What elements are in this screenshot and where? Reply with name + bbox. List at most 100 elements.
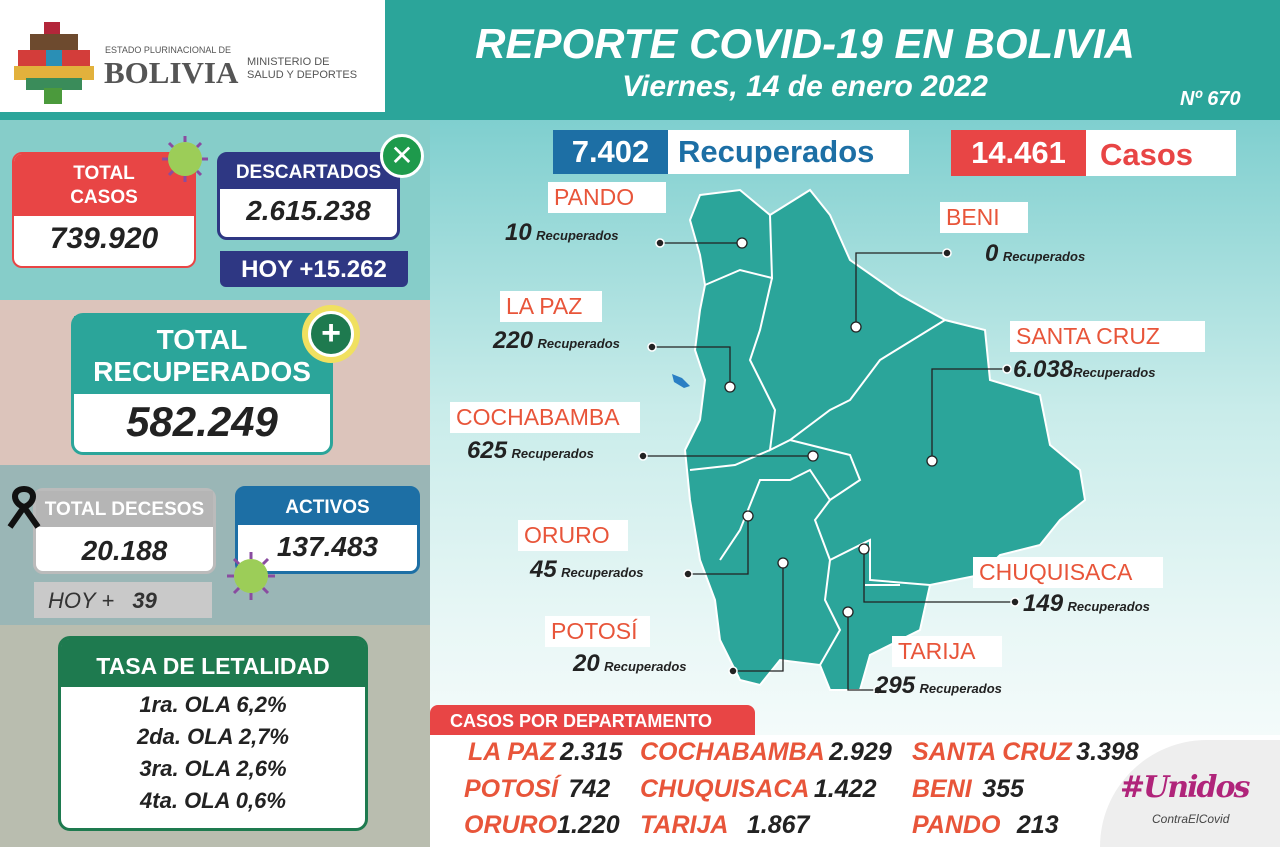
casos-dept-name: ORURO [464,811,558,839]
total-casos-label2: CASOS [70,187,138,208]
value-pando: 10 [505,219,532,246]
casos-departamento-title: CASOS POR DEPARTAMENTO [430,705,755,735]
decesos-hoy: HOY + 39 [34,582,212,618]
dot [683,569,693,579]
contra-el-covid-text: ContraElCovid [1152,812,1230,826]
letalidad-row: 4ta. OLA 0,6% [140,788,286,813]
suffix: Recuperados [604,659,687,674]
casos-dept-name: TARIJA [640,811,729,839]
dot [638,451,648,461]
casos-dept-value: 355 [982,775,1024,803]
value-potosi: 20 [573,650,600,677]
label-santa-cruz: SANTA CRUZ [1010,321,1205,352]
casos-dept-value: 742 [568,775,611,803]
x-circle-icon: ✕ [380,134,424,178]
lake-titicaca [672,374,690,388]
suffix: Recuperados [919,681,1002,696]
mourning-ribbon-icon [7,485,41,529]
decesos-hoy-label: HOY + [48,588,115,613]
value-tarija: 295 [875,672,916,699]
total-casos-value: 739.920 [49,222,159,255]
label-pando: PANDO [548,182,666,213]
decesos-hoy-value: 39 [132,588,157,613]
daily-casos-label: Casos [1100,137,1194,172]
value-la-paz: 220 [493,327,534,354]
report-date: Viernes, 14 de enero 2022 [622,70,988,103]
letalidad-row: 1ra. OLA 6,2% [139,692,287,717]
activos-card: ACTIVOS 137.483 [235,486,420,574]
suffix: Recuperados [561,565,644,580]
letalidad-card: TASA DE LETALIDAD 1ra. OLA 6,2% 2da. OLA… [58,636,368,831]
label-cochabamba: COCHABAMBA [450,402,640,433]
dot [1010,597,1020,607]
ministry-line1: MINISTERIO DE [247,56,330,68]
recuperados-value: 582.249 [126,398,278,445]
casos-dept-name: SANTA CRUZ [912,738,1072,766]
decesos-value: 20.188 [81,535,168,566]
casos-dept-value: 213 [1016,811,1059,839]
unidos-logo: #Unidos [1120,770,1250,805]
suffix: Recuperados [536,228,619,243]
label-beni: BENI [940,202,1028,233]
label-potosi: POTOSÍ [545,616,650,647]
logo-subtitle: ESTADO PLURINACIONAL DE [105,45,232,55]
descartados-card: DESCARTADOS 2.615.238 [217,152,400,240]
casos-dept-value: 2.315 [559,738,623,766]
descartados-label: DESCARTADOS [220,155,397,189]
casos-dept-name: BENI [912,775,972,803]
suffix: Recuperados [511,446,594,461]
casos-dept-name: POTOSÍ [464,775,559,803]
label-la-paz: LA PAZ [500,291,602,322]
casos-dept-name: PANDO [912,811,1001,839]
dot [942,248,952,258]
virus-icon [227,552,275,600]
recuperados-label2: RECUPERADOS [93,356,311,387]
value-chuquisaca: 149 [1023,590,1064,617]
decesos-card: TOTAL DECESOS 20.188 [33,488,216,574]
report-title: REPORTE COVID-19 EN BOLIVIA [475,20,1135,67]
decesos-label: TOTAL DECESOS [36,491,213,527]
suffix: Recuperados [1002,249,1086,264]
ministry-line2: SALUD Y DEPORTES [247,69,358,81]
virus-icon [162,136,208,182]
activos-label: ACTIVOS [238,489,417,525]
casos-dept-value: 2.929 [829,738,892,766]
letalidad-title: TASA DE LETALIDAD [61,639,365,687]
descartados-value: 2.615.238 [246,195,371,226]
dot [1002,364,1012,374]
logo-area: ESTADO PLURINACIONAL DE BOLIVIA MINISTER… [0,0,385,112]
plus-circle-icon: + [302,305,360,363]
suffix: Recuperados [537,336,620,351]
casos-dept-value: 1.220 [557,811,620,839]
value-oruro: 45 [530,556,557,583]
bolivia-emblem-icon [14,22,94,104]
letalidad-row: 3ra. OLA 2,6% [139,756,287,781]
dot [728,666,738,676]
dot [647,342,657,352]
total-casos-card: TOTAL CASOS 739.920 [12,152,196,268]
report-number: Nº 670 [1180,88,1241,110]
activos-value: 137.483 [276,531,379,562]
logo-title: BOLIVIA [104,55,239,90]
value-cochabamba: 625 [467,437,508,464]
descartados-hoy: HOY +15.262 [220,251,408,287]
daily-casos-badge: 14.461 Casos [951,130,1236,176]
casos-dept-name: COCHABAMBA [640,738,825,766]
value-beni: 0 [985,240,999,267]
daily-casos-value: 14.461 [951,130,1086,176]
daily-recuperados-label: Recuperados [678,134,875,169]
dot [873,685,883,695]
casos-dept-name: CHUQUISACA [640,775,810,803]
total-casos-label1: TOTAL [73,163,135,184]
recuperados-label1: TOTAL [156,324,248,355]
casos-dept-value: 1.867 [746,811,810,839]
letalidad-row: 2da. OLA 2,7% [136,724,289,749]
casos-dept-name: LA PAZ [468,738,556,766]
suffix: Recuperados [1067,599,1150,614]
casos-dept-value: 1.422 [813,775,877,803]
label-chuquisaca: CHUQUISACA [973,557,1163,588]
suffix: Recuperados [1073,365,1156,380]
daily-recuperados-badge: 7.402 Recuperados [553,130,909,174]
casos-dept-value: 3.398 [1076,738,1139,766]
